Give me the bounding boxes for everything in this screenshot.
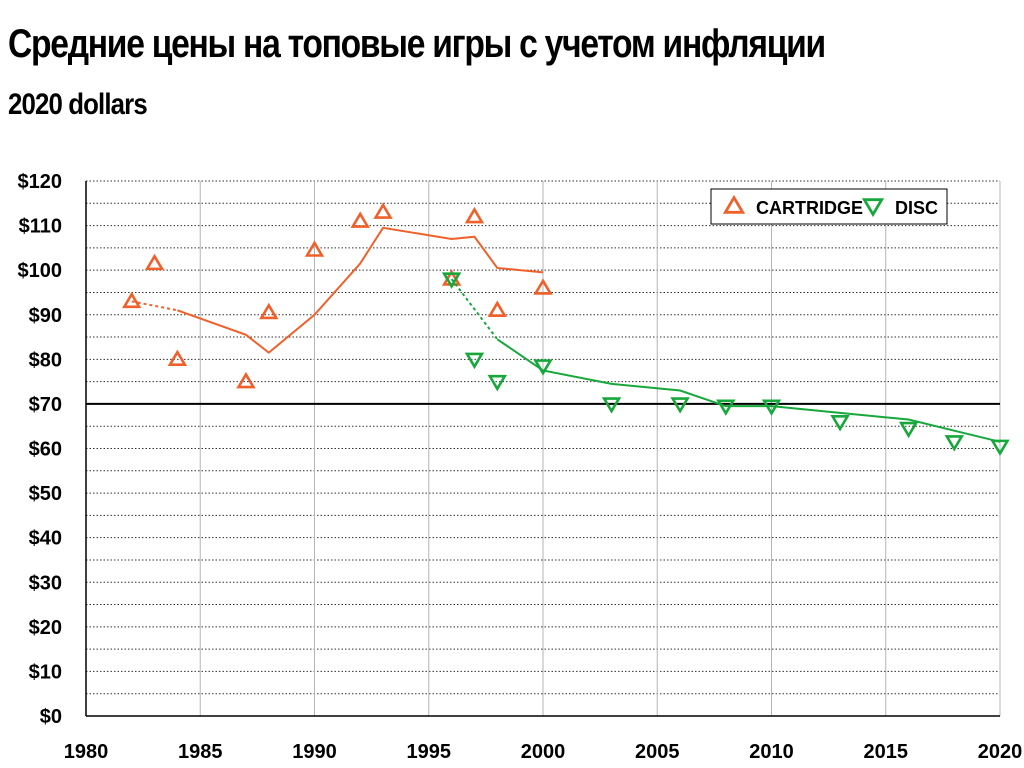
y-tick-label: $30 [29,572,62,594]
x-tick-label: 1985 [178,741,223,763]
disc-point [944,435,965,452]
y-tick-label: $50 [29,483,62,505]
y-tick-label: $90 [29,305,62,327]
x-tick-label: 1995 [407,741,452,763]
cartridge-point [533,278,553,295]
y-tick-label: $40 [29,528,62,550]
cartridge-point [259,302,279,320]
y-tick-label: $80 [29,349,62,371]
disc-point [990,439,1010,457]
legend-cartridge-label: CARTRIDGE [756,198,863,218]
disc-trend-line [496,338,1001,443]
cartridge-point [236,371,256,389]
disc-point [670,397,690,414]
y-tick-label: $100 [18,260,63,282]
disc-point [761,399,782,416]
cartridge-trend-dashed [131,300,178,312]
disc-trend-dashed [450,278,499,340]
y-tick-label: $110 [19,216,62,238]
legend-cartridge-marker [722,194,746,214]
x-tick-label: 2005 [635,741,680,763]
x-tick-label: 2000 [521,741,566,763]
disc-point [898,421,919,439]
series-group [121,202,1010,457]
y-tick-label: $120 [18,171,63,193]
cartridge-point [464,206,485,224]
disc-point [487,374,508,392]
chart-subtitle: 2020 dollars [8,88,148,121]
disc-point [533,359,553,376]
cartridge-point [304,240,325,257]
cartridge-point [121,291,142,309]
disc-point [601,397,622,414]
y-tick-label: $20 [29,617,62,639]
grid [85,180,1001,716]
disc-point [830,415,850,432]
y-tick-label: $10 [29,661,62,683]
axes: $0 $10 $20 $30 $40 $50 $60 $70 $80 $90 $100 $110 $12… [18,171,1023,763]
y-tick-label: $60 [29,439,62,461]
x-tick-label: 2010 [749,741,794,763]
cartridge-point [350,211,370,228]
x-tick-label: 1990 [292,741,337,763]
x-tick-label: 2015 [864,741,909,763]
legend-disc-label: DISC [895,198,938,218]
y-tick-label: $70 [29,394,62,416]
legend-disc-marker [861,198,885,218]
disc-point [716,399,736,416]
disc-point [441,272,462,289]
legend: CARTRIDGE DISC [710,188,948,225]
chart-title: Средние цены на топовые игры с учетом ин… [8,22,826,66]
cartridge-point [373,202,393,219]
disc-point [464,352,485,370]
cartridge-point [144,253,165,271]
cartridge-point [167,349,188,367]
y-tick-label: $0 [40,706,62,728]
cartridge-trend-line [177,226,544,354]
legend-box [710,188,948,225]
x-tick-label: 1980 [64,741,109,763]
x-tick-label: 2020 [978,741,1023,763]
cartridge-point [487,300,508,317]
